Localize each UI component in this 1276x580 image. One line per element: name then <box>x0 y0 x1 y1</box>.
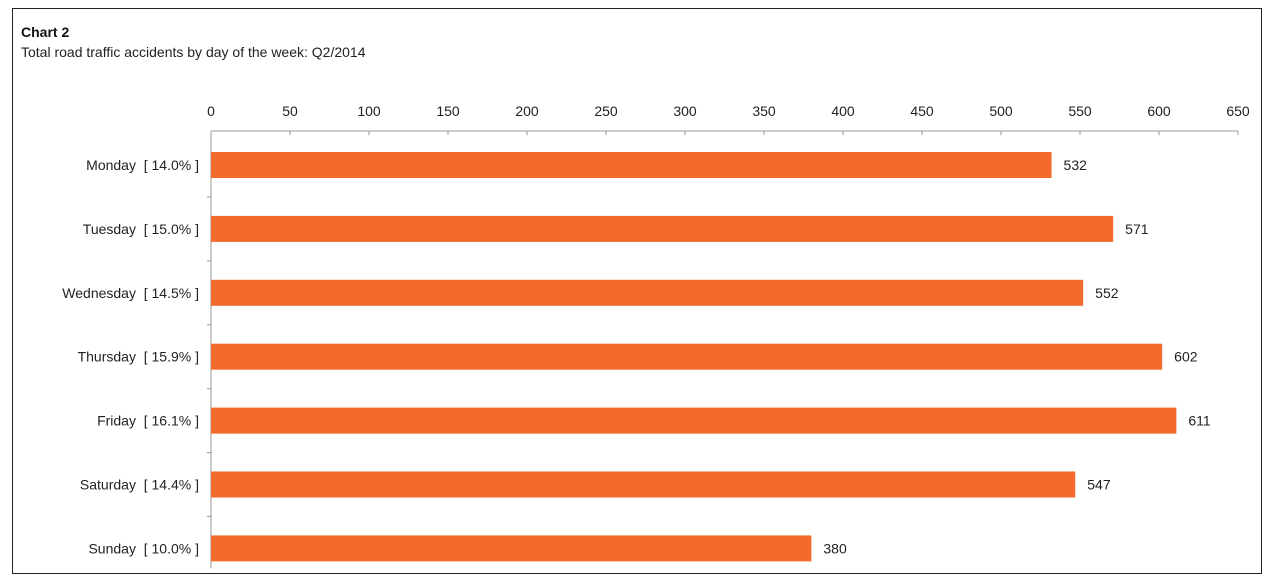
x-tick-label: 0 <box>207 103 215 119</box>
x-tick-label: 600 <box>1147 103 1171 119</box>
x-tick-label: 100 <box>357 103 381 119</box>
category-label: Monday [ 14.0% ] <box>86 157 199 173</box>
bar <box>211 535 812 562</box>
data-label: 602 <box>1174 349 1198 365</box>
category-label: Wednesday [ 14.5% ] <box>62 285 199 301</box>
bar <box>211 279 1084 306</box>
x-tick-label: 550 <box>1068 103 1092 119</box>
data-label: 571 <box>1125 221 1149 237</box>
x-tick-label: 200 <box>515 103 539 119</box>
category-label: Sunday [ 10.0% ] <box>88 540 199 556</box>
category-label: Thursday [ 15.9% ] <box>78 349 199 365</box>
data-label: 552 <box>1095 285 1119 301</box>
bar <box>211 407 1177 434</box>
category-label: Tuesday [ 15.0% ] <box>83 221 199 237</box>
bar <box>211 471 1076 498</box>
x-tick-label: 650 <box>1226 103 1250 119</box>
chart-frame: Chart 2 Total road traffic accidents by … <box>12 8 1262 574</box>
data-label: 380 <box>823 540 847 556</box>
chart-subtitle: Total road traffic accidents by day of t… <box>21 44 366 60</box>
bar <box>211 343 1163 370</box>
data-label: 611 <box>1188 413 1211 429</box>
data-label: 532 <box>1064 157 1088 173</box>
bars: Monday [ 14.0% ] 532 Tuesday [ 15.0% ] 571 W… <box>62 152 1211 562</box>
x-tick-label: 350 <box>752 103 776 119</box>
x-tick-label: 50 <box>282 103 298 119</box>
chart-title: Chart 2 <box>21 24 70 40</box>
bar <box>211 152 1052 178</box>
data-label: 547 <box>1087 477 1111 493</box>
x-tick-label: 250 <box>594 103 618 119</box>
x-tick-label: 500 <box>989 103 1013 119</box>
x-tick-label: 400 <box>831 103 855 119</box>
bar-chart: 0 50 100 150 200 250 300 350 400 450 500 550 600 650 … <box>62 103 1250 569</box>
x-tick-label: 450 <box>910 103 934 119</box>
bar <box>211 215 1114 242</box>
category-label: Friday [ 16.1% ] <box>97 413 199 429</box>
x-tick-label: 300 <box>673 103 697 119</box>
x-tick-label: 150 <box>436 103 460 119</box>
category-label: Saturday [ 14.4% ] <box>80 477 199 493</box>
